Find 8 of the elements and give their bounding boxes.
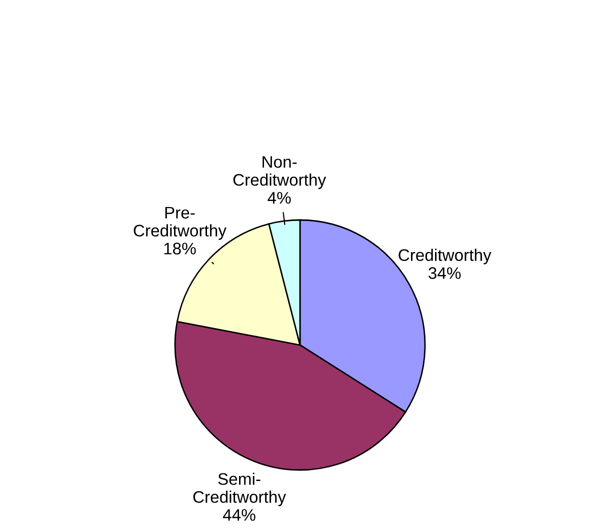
slice-label: Non-Creditworthy: [233, 156, 326, 190]
slice-label: Pre-Creditworthy: [134, 206, 226, 240]
slice-label: Creditworthy: [398, 248, 492, 264]
data-label: 34%: [428, 267, 461, 279]
slice-label: Semi-Creditworthy: [193, 472, 286, 506]
data-label: 18%: [164, 242, 196, 254]
data-label: 44%: [222, 509, 256, 521]
data-label: 4%: [268, 192, 291, 204]
